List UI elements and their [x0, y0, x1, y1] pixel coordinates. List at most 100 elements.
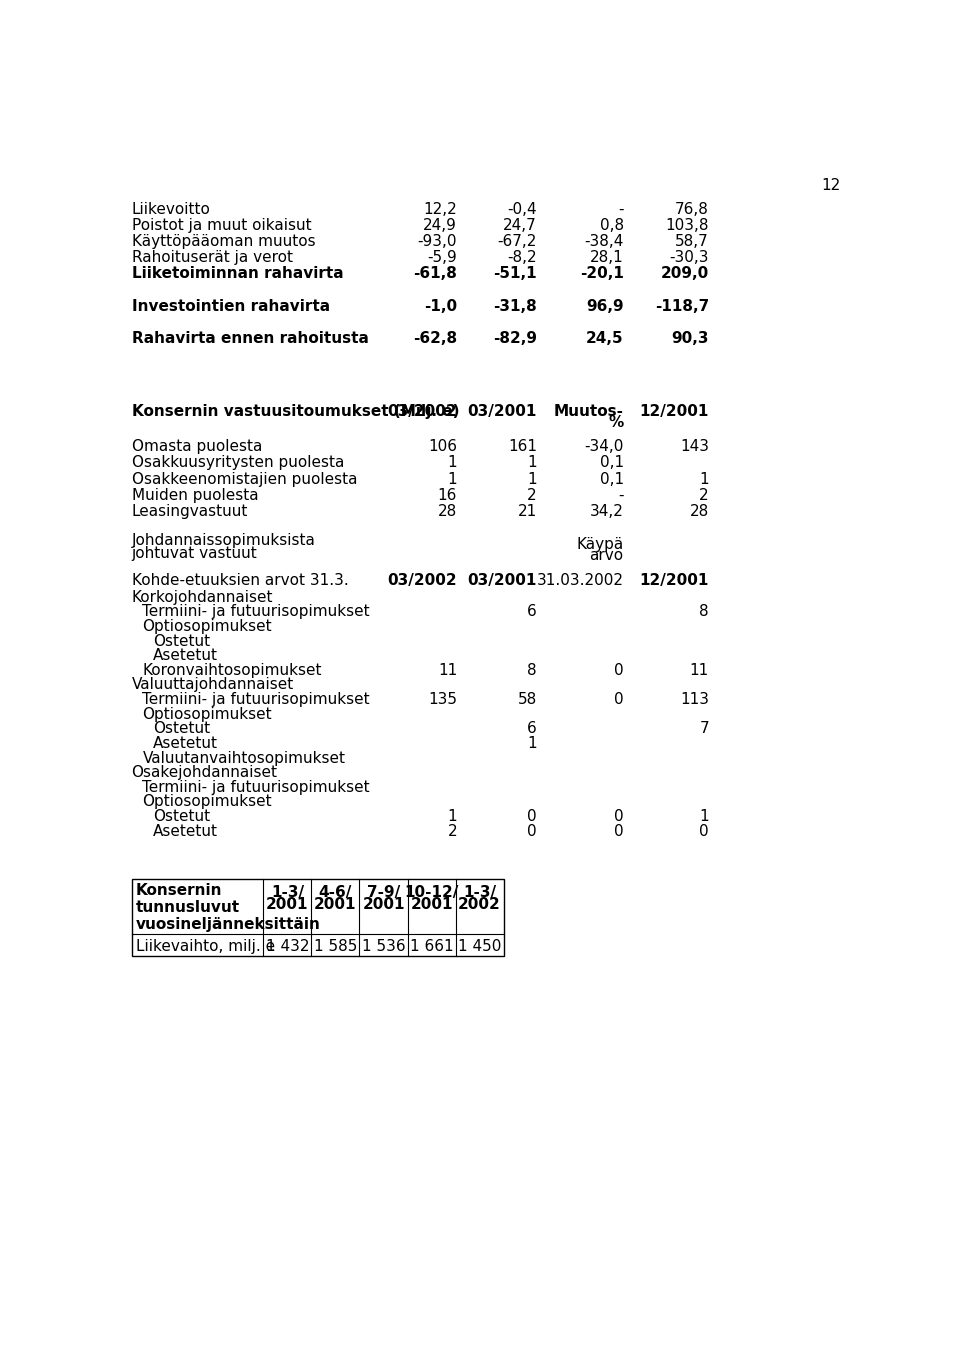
Text: -118,7: -118,7 — [655, 299, 709, 314]
Text: 0: 0 — [527, 824, 537, 839]
Text: -82,9: -82,9 — [492, 331, 537, 346]
Text: 1: 1 — [447, 809, 457, 824]
Text: Rahavirta ennen rahoitusta: Rahavirta ennen rahoitusta — [132, 331, 369, 346]
Text: 12,2: 12,2 — [423, 202, 457, 217]
Text: Osakkeenomistajien puolesta: Osakkeenomistajien puolesta — [132, 471, 357, 487]
Text: -61,8: -61,8 — [413, 267, 457, 281]
Text: Osakejohdannaiset: Osakejohdannaiset — [132, 765, 277, 781]
Text: Osakkuusyritysten puolesta: Osakkuusyritysten puolesta — [132, 455, 344, 471]
Text: Liiketoiminnan rahavirta: Liiketoiminnan rahavirta — [132, 267, 344, 281]
Text: Asetetut: Asetetut — [154, 736, 218, 751]
Text: 113: 113 — [680, 692, 709, 707]
Text: 1 450: 1 450 — [458, 940, 501, 954]
Text: Ostetut: Ostetut — [154, 721, 210, 736]
Text: -0,4: -0,4 — [507, 202, 537, 217]
Text: Optiosopimukset: Optiosopimukset — [142, 619, 272, 634]
Text: 135: 135 — [428, 692, 457, 707]
Text: 161: 161 — [508, 439, 537, 454]
Text: -38,4: -38,4 — [585, 234, 624, 249]
Text: -93,0: -93,0 — [418, 234, 457, 249]
Bar — [132, 879, 504, 956]
Text: Kohde-etuuksien arvot 31.3.: Kohde-etuuksien arvot 31.3. — [132, 573, 348, 588]
Text: 4-6/: 4-6/ — [319, 884, 352, 900]
Text: arvo: arvo — [589, 548, 624, 564]
Text: Muutos-: Muutos- — [554, 404, 624, 419]
Text: -31,8: -31,8 — [493, 299, 537, 314]
Text: 6: 6 — [527, 604, 537, 619]
Text: 11: 11 — [689, 662, 709, 678]
Text: 28: 28 — [689, 503, 709, 520]
Text: 2001: 2001 — [266, 898, 309, 913]
Text: 28: 28 — [438, 503, 457, 520]
Text: 1: 1 — [700, 809, 709, 824]
Text: 1 536: 1 536 — [362, 940, 405, 954]
Text: -1,0: -1,0 — [424, 299, 457, 314]
Text: -62,8: -62,8 — [413, 331, 457, 346]
Text: 7-9/: 7-9/ — [367, 884, 400, 900]
Text: 8: 8 — [527, 662, 537, 678]
Text: -34,0: -34,0 — [585, 439, 624, 454]
Text: -8,2: -8,2 — [507, 250, 537, 265]
Text: 21: 21 — [517, 503, 537, 520]
Text: 1-3/: 1-3/ — [271, 884, 304, 900]
Text: 2001: 2001 — [362, 898, 405, 913]
Text: Valuutanvaihtosopimukset: Valuutanvaihtosopimukset — [142, 751, 346, 766]
Text: -51,1: -51,1 — [493, 267, 537, 281]
Text: 0,1: 0,1 — [600, 471, 624, 487]
Text: 0: 0 — [614, 809, 624, 824]
Text: Liikevaihto, milj. e: Liikevaihto, milj. e — [135, 940, 275, 954]
Text: 1: 1 — [527, 736, 537, 751]
Text: 0: 0 — [614, 692, 624, 707]
Text: 209,0: 209,0 — [660, 267, 709, 281]
Text: 7: 7 — [700, 721, 709, 736]
Text: Koronvaihtosopimukset: Koronvaihtosopimukset — [142, 662, 322, 678]
Text: Poistot ja muut oikaisut: Poistot ja muut oikaisut — [132, 218, 311, 233]
Text: Termiini- ja futuurisopimukset: Termiini- ja futuurisopimukset — [142, 692, 371, 707]
Text: Termiini- ja futuurisopimukset: Termiini- ja futuurisopimukset — [142, 779, 371, 795]
Text: 16: 16 — [438, 487, 457, 503]
Text: Konsernin vastuusitoumukset (Milj. e): Konsernin vastuusitoumukset (Milj. e) — [132, 404, 459, 419]
Text: 2: 2 — [527, 487, 537, 503]
Text: Käyttöpääoman muutos: Käyttöpääoman muutos — [132, 234, 315, 249]
Text: 12/2001: 12/2001 — [639, 404, 709, 419]
Text: 24,7: 24,7 — [503, 218, 537, 233]
Text: 0: 0 — [527, 809, 537, 824]
Text: 1: 1 — [527, 455, 537, 471]
Text: Termiini- ja futuurisopimukset: Termiini- ja futuurisopimukset — [142, 604, 371, 619]
Text: johtuvat vastuut: johtuvat vastuut — [132, 546, 257, 561]
Text: 96,9: 96,9 — [587, 299, 624, 314]
Text: 143: 143 — [680, 439, 709, 454]
Text: -: - — [618, 487, 624, 503]
Text: Liikevoitto: Liikevoitto — [132, 202, 210, 217]
Text: -67,2: -67,2 — [497, 234, 537, 249]
Text: 6: 6 — [527, 721, 537, 736]
Text: 12/2001: 12/2001 — [639, 573, 709, 588]
Text: -30,3: -30,3 — [669, 250, 709, 265]
Text: 03/2001: 03/2001 — [468, 404, 537, 419]
Text: -: - — [618, 202, 624, 217]
Text: 28,1: 28,1 — [590, 250, 624, 265]
Text: 58,7: 58,7 — [675, 234, 709, 249]
Text: 0,8: 0,8 — [600, 218, 624, 233]
Text: 103,8: 103,8 — [665, 218, 709, 233]
Text: Muiden puolesta: Muiden puolesta — [132, 487, 258, 503]
Text: 1-3/: 1-3/ — [463, 884, 496, 900]
Text: 2001: 2001 — [410, 898, 453, 913]
Text: 2: 2 — [447, 824, 457, 839]
Text: -5,9: -5,9 — [427, 250, 457, 265]
Text: 0: 0 — [700, 824, 709, 839]
Text: Asetetut: Asetetut — [154, 824, 218, 839]
Text: 24,5: 24,5 — [587, 331, 624, 346]
Text: 03/2001: 03/2001 — [468, 573, 537, 588]
Text: 8: 8 — [700, 604, 709, 619]
Text: 12: 12 — [822, 179, 841, 194]
Text: 11: 11 — [438, 662, 457, 678]
Text: Ostetut: Ostetut — [154, 634, 210, 649]
Text: Investointien rahavirta: Investointien rahavirta — [132, 299, 329, 314]
Text: Optiosopimukset: Optiosopimukset — [142, 794, 272, 809]
Text: Valuuttajohdannaiset: Valuuttajohdannaiset — [132, 677, 294, 692]
Text: Optiosopimukset: Optiosopimukset — [142, 707, 272, 721]
Text: -20,1: -20,1 — [580, 267, 624, 281]
Text: %: % — [609, 415, 624, 431]
Text: 0: 0 — [614, 662, 624, 678]
